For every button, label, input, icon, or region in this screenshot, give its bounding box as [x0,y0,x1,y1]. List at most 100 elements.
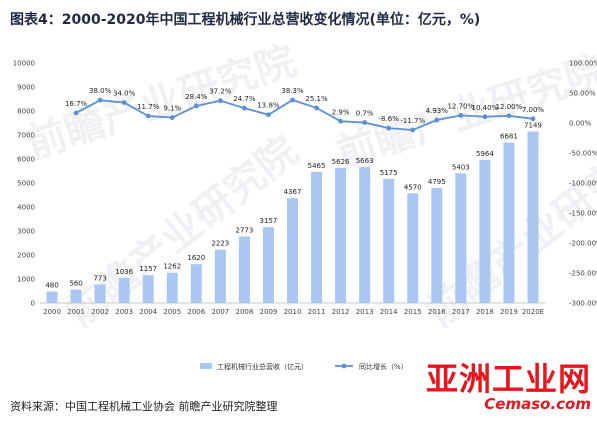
growth-value-label: 38.0% [89,87,112,95]
x-tick-label: 2001 [67,308,85,316]
chart-title: 图表4：2000-2020年中国工程机械行业总营收变化情况(单位：亿元，%) [10,12,481,28]
growth-value-label: 16.7% [65,100,88,108]
x-tick-label: 2010 [284,308,302,316]
bar [407,193,419,303]
y-right-tick-label: 50.00% [569,90,596,98]
growth-value-label: 2.9% [332,108,350,116]
growth-line [75,99,534,131]
bar [190,264,202,303]
legend-line-marker [341,363,347,369]
bar [214,249,226,303]
bar [70,289,82,303]
growth-point [362,120,368,125]
bar-value-label: 7149 [524,121,542,129]
y-left-tick-label: 2000 [17,252,35,260]
growth-point [338,118,343,124]
bar [431,187,443,303]
bar-value-label: 480 [45,281,58,289]
x-tick-label: 2011 [308,308,326,316]
y-left-tick-label: 7000 [17,132,35,140]
y-right-tick-label: -100.00% [569,180,597,188]
x-tick-label: 2017 [452,308,470,316]
x-tick-label: 2002 [91,308,109,316]
bar-value-label: 4795 [428,178,446,186]
bar-value-label: 1620 [187,254,205,262]
growth-value-label: 37.2% [209,88,232,96]
growth-point [242,105,247,111]
bar-value-label: 5465 [308,162,326,170]
x-tick-label: 2005 [163,308,181,316]
y-left-tick-label: 8000 [17,108,35,116]
growth-value-label: 0.7% [356,110,374,118]
legend-line-label: 同比增长（%） [359,362,408,371]
bar-value-label: 5964 [476,150,494,158]
growth-value-label: 13.8% [257,102,280,110]
bar-value-label: 1036 [115,268,133,276]
x-tick-label: 2003 [115,308,133,316]
growth-point [314,105,319,111]
x-tick-label: 2016 [428,308,446,316]
growth-point [458,112,464,118]
x-tick-label: 2013 [356,308,374,316]
y-left-tick-label: 10000 [13,60,35,68]
x-tick-label: 2014 [380,308,398,316]
bar [142,275,154,303]
bar [262,227,274,303]
bar-value-label: 1262 [163,263,181,271]
growth-value-label: 11.7% [137,103,160,111]
growth-value-label: 7.00% [522,106,545,114]
growth-point [386,125,392,131]
y-left-tick-label: 6000 [17,156,35,164]
x-tick-label: 2020E [522,308,544,316]
growth-point [121,100,127,105]
x-tick-label: 2004 [139,308,157,316]
bar [46,291,58,303]
growth-point [482,114,488,120]
bar [287,198,298,303]
bar-value-label: 5626 [332,158,350,166]
bar-value-label: 2223 [211,240,229,248]
bar-value-label: 6681 [500,133,518,141]
growth-point [530,116,536,122]
bar-value-label: 3157 [260,217,278,225]
bar [335,167,347,303]
bar [479,159,491,303]
x-tick-label: 2007 [211,308,229,316]
growth-value-label: 12.70% [447,102,474,110]
growth-value-label: 9.1% [163,105,181,113]
growth-point [506,113,512,119]
brand-site: Cemaso.com [484,395,591,413]
y-right-tick-label: 100.00% [569,60,597,68]
growth-point [145,113,151,119]
x-tick-label: 2012 [332,308,350,316]
growth-value-label: 4.93% [426,107,449,115]
growth-value-label: 25.1% [305,95,328,103]
y-left-tick-label: 3000 [17,228,35,236]
growth-value-label: 38.3% [281,87,304,95]
bar [455,173,467,303]
bar-value-label: 5663 [356,157,374,165]
bar-value-label: 5175 [380,169,398,177]
y-left-tick-label: 4000 [17,204,35,212]
growth-value-label: 34.0% [113,90,136,98]
y-right-tick-label: -250.00% [569,270,597,278]
bar [166,272,178,303]
x-tick-label: 2019 [500,308,518,316]
y-left-tick-label: 0 [31,300,35,308]
growth-point [217,98,223,104]
growth-point [73,110,79,116]
bar [383,178,395,303]
brand-logo: 亚洲工业网 Cemaso.com [426,362,591,412]
bar [238,236,250,303]
bar-value-label: 773 [93,274,106,282]
x-tick-label: 2015 [404,308,422,316]
bar [359,167,371,303]
y-right-tick-label: -200.00% [569,240,597,248]
x-tick-label: 2006 [187,308,205,316]
bar-value-label: 1157 [139,265,157,273]
y-right-tick-label: -300.00% [569,300,597,308]
bar-value-label: 560 [69,280,82,288]
bar-value-label: 4570 [404,183,422,191]
bar-value-label: 5403 [452,163,470,171]
growth-point [193,103,199,109]
